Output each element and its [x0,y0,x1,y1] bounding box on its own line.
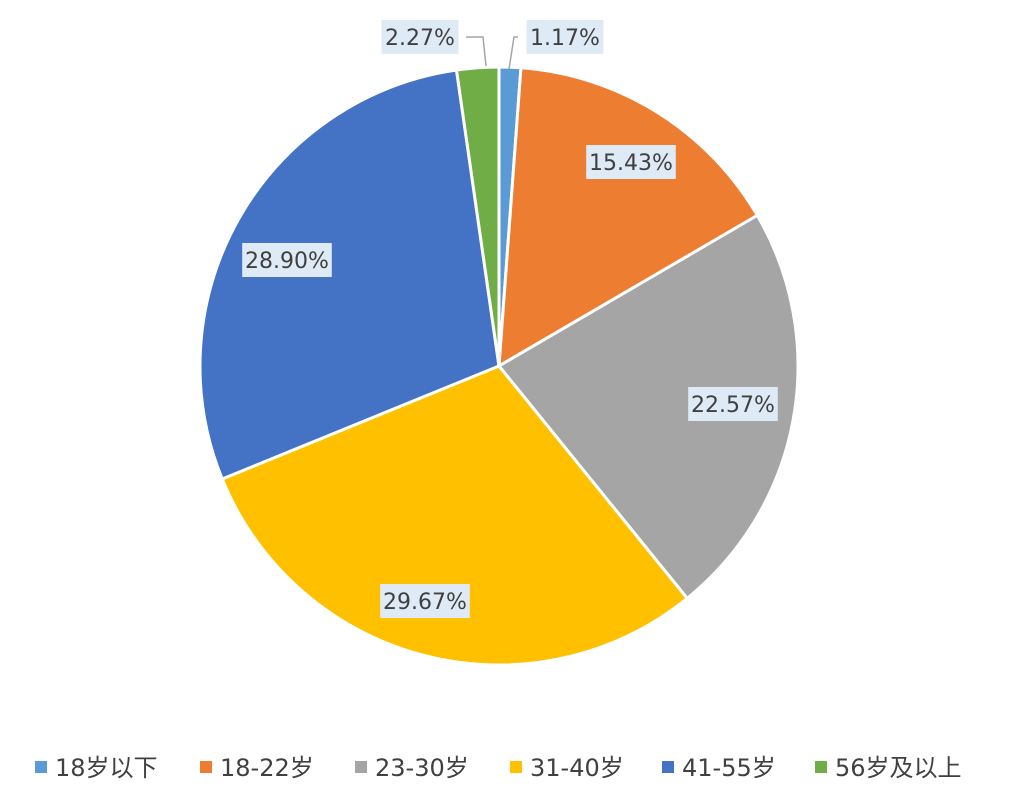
legend: 18岁以下 18-22岁 23-30岁 31-40岁 41-55岁 56岁及以上 [35,754,962,782]
data-label-box-1 [526,20,604,54]
legend-label-5: 41-55岁 [682,754,776,782]
data-label-box-3 [688,387,778,421]
legend-label-4: 31-40岁 [530,754,624,782]
data-label-2: 15.43% [589,151,673,176]
legend-label-3: 23-30岁 [375,754,469,782]
data-label-box-2 [586,145,676,179]
legend-item-3: 23-30岁 [355,754,469,782]
pie-slice-6 [455,65,501,368]
data-label-box-6 [381,20,459,54]
legend-swatch-1 [35,761,47,773]
data-labels: 1.17% 15.43% 22.57% 29.67% 28.90% 2.27% [242,20,778,618]
pie-slice-4 [220,364,689,667]
pie-slice-2 [497,66,759,368]
legend-item-6: 56岁及以上 [815,754,962,782]
legend-item-4: 31-40岁 [510,754,624,782]
legend-swatch-4 [510,761,522,773]
legend-swatch-2 [200,761,212,773]
leader-line-1 [508,36,518,70]
data-label-5: 28.90% [245,249,329,274]
leader-line-6 [466,36,487,67]
data-label-box-5 [242,243,332,277]
data-label-1: 1.17% [530,26,600,51]
legend-item-5: 41-55岁 [662,754,776,782]
legend-label-1: 18岁以下 [55,754,158,782]
legend-swatch-3 [355,761,367,773]
data-label-6: 2.27% [385,26,455,51]
data-label-4: 29.67% [383,590,467,615]
legend-item-1: 18岁以下 [35,754,158,782]
pie-slices [198,65,800,667]
legend-label-6: 56岁及以上 [835,754,962,782]
pie-slice-5 [198,68,501,481]
legend-item-2: 18-22岁 [200,754,314,782]
leader-lines [466,36,518,70]
legend-swatch-5 [662,761,674,773]
legend-label-2: 18-22岁 [220,754,314,782]
data-label-3: 22.57% [691,393,775,418]
legend-swatch-6 [815,761,827,773]
pie-slice-3 [497,213,800,600]
data-label-box-4 [380,584,470,618]
